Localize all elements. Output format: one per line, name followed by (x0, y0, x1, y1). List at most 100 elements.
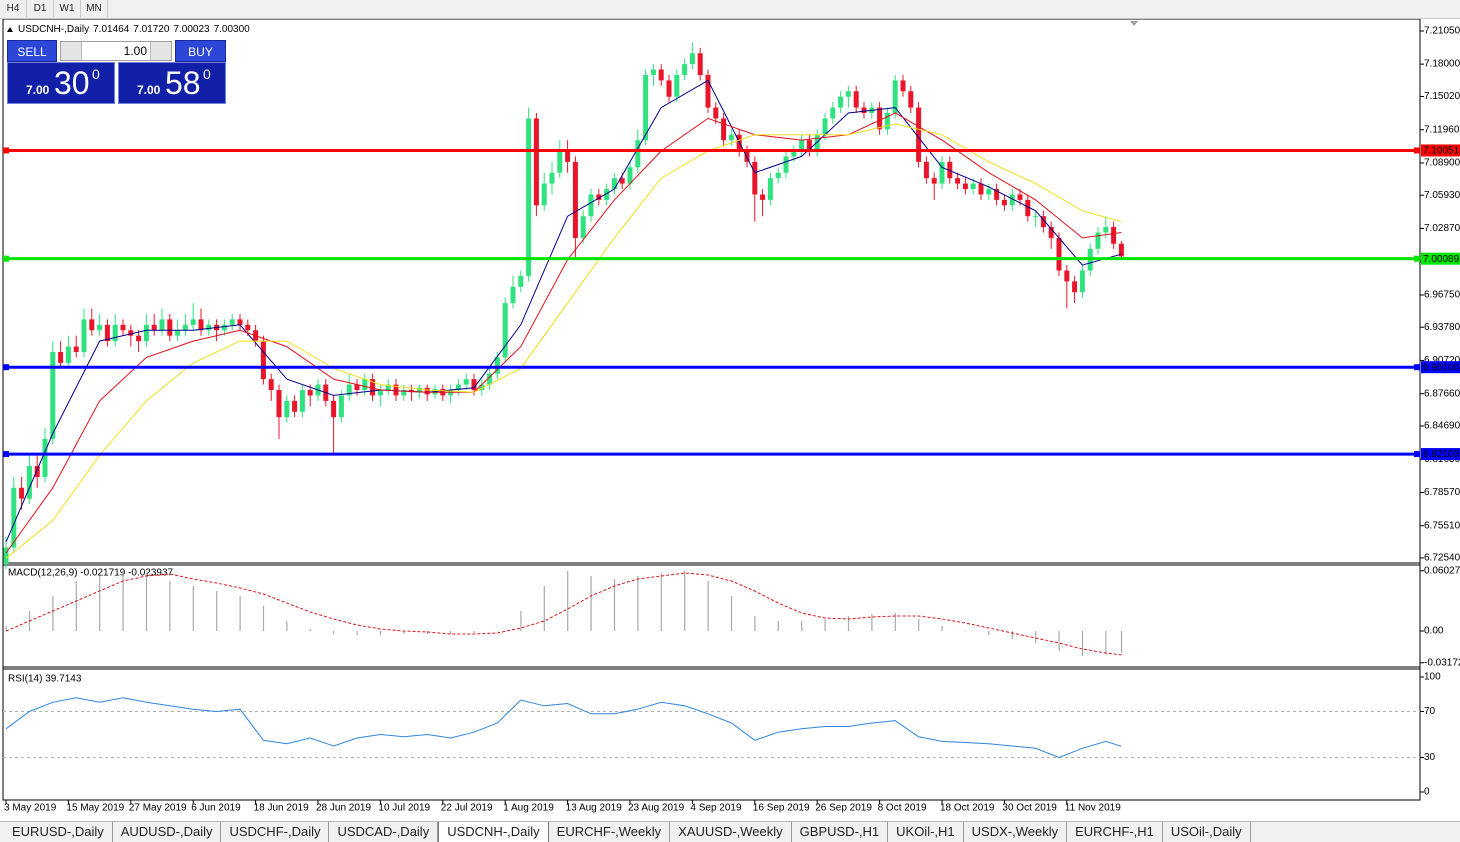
macd-bar (567, 571, 569, 631)
chart-tab[interactable]: XAUUSD-,Weekly (670, 822, 792, 842)
candle-body (596, 194, 602, 200)
moving-average (5, 79, 1122, 543)
candle-body (518, 275, 524, 287)
level-label: 7.10051 (1423, 146, 1460, 157)
candle-body (206, 324, 212, 331)
chart-tab[interactable]: EURCHF-,H1 (1067, 822, 1163, 842)
candle-body (292, 400, 298, 412)
candle-body (143, 324, 149, 342)
candle-body (580, 216, 586, 238)
candle-body (955, 178, 961, 184)
timeframe-button[interactable]: W1 (54, 0, 81, 17)
lot-up[interactable] (150, 42, 171, 60)
chart-tab[interactable]: USDCAD-,Daily (329, 822, 439, 842)
bid-price[interactable]: 7.00 30 0 (7, 62, 115, 104)
x-tick-label: 26 Sep 2019 (815, 803, 872, 814)
x-tick-label: 15 May 2019 (66, 803, 124, 814)
macd-bar (239, 596, 241, 631)
buy-button[interactable]: BUY (175, 40, 226, 62)
candle-body (892, 80, 898, 113)
timeframe-toolbar: H4 D1 W1 MN (0, 0, 1460, 19)
ask-sup: 0 (203, 66, 211, 82)
macd-bar (473, 631, 475, 633)
candle-body (50, 351, 56, 439)
candle-body (799, 140, 805, 152)
candle-body (1048, 227, 1054, 238)
candle-body (487, 373, 493, 385)
chart-tab[interactable]: EURUSD-,Daily (4, 822, 113, 842)
candle-body (1056, 237, 1062, 271)
sell-button[interactable]: SELL (7, 40, 57, 62)
candle-body (1017, 194, 1023, 200)
macd-bar (801, 621, 803, 631)
candle-body (838, 96, 844, 108)
bid-small: 7.00 (26, 83, 50, 97)
candle-body (19, 487, 25, 499)
x-tick-label: 18 Oct 2019 (940, 803, 995, 814)
lot-input[interactable]: 1.00 (60, 41, 172, 61)
level-handle (1414, 147, 1420, 154)
bid-big: 30 (54, 65, 90, 101)
chart-tab[interactable]: GBPUSD-,H1 (792, 822, 889, 842)
chart-tab[interactable]: EURCHF-,Weekly (549, 822, 671, 842)
x-tick-label: 3 May 2019 (4, 803, 57, 814)
macd-bar (1058, 631, 1060, 651)
candle-body (1072, 281, 1078, 293)
y-tick-label: 30 (1424, 752, 1436, 763)
grid-layer (3, 711, 1420, 758)
bid-sup: 0 (92, 66, 100, 82)
timeframe-button[interactable]: MN (81, 0, 108, 17)
macd-bar (894, 613, 896, 631)
candle-body (994, 189, 1000, 200)
candle-body (1009, 194, 1015, 206)
lot-down[interactable] (61, 42, 82, 60)
y-tick-label: 7.18000 (1424, 59, 1460, 70)
candle-body (11, 487, 17, 548)
candle-body (931, 178, 937, 184)
timeframe-button[interactable]: D1 (27, 0, 54, 17)
candle-body (221, 324, 227, 331)
ask-price[interactable]: 7.00 58 0 (118, 62, 226, 104)
levels-layer: 7.10051 7.00089 6.90100 6.82103 (3, 144, 1460, 460)
candle-body (962, 183, 968, 190)
candle-body (721, 118, 727, 141)
candle-body (689, 53, 695, 65)
candle-body (1095, 232, 1101, 249)
candle-body (674, 74, 680, 97)
macd-bar (847, 616, 850, 631)
chart-tab[interactable]: AUDUSD-,Daily (113, 822, 222, 842)
candle-body (362, 379, 368, 391)
y-tick-label: 6.78570 (1424, 487, 1460, 498)
macd-bar (777, 621, 779, 631)
candle-body (3, 547, 9, 564)
candle-body (479, 384, 485, 391)
candle-body (877, 107, 883, 130)
y-tick-label: 7.05930 (1424, 190, 1460, 201)
y-tick-label: 6.87660 (1424, 388, 1460, 399)
chart-tab[interactable]: UKOil-,H1 (888, 822, 964, 842)
x-tick-label: 6 Jun 2019 (191, 803, 241, 814)
level-tag (1421, 361, 1460, 374)
chart-tab[interactable]: USDX-,Weekly (964, 822, 1068, 842)
chart-tab[interactable]: USDCNH-,Daily (438, 822, 549, 842)
candle-body (526, 118, 532, 276)
candle-body (237, 319, 243, 325)
candle-body (658, 69, 664, 81)
candle-body (424, 387, 430, 395)
candle-body (159, 319, 165, 331)
candle-body (58, 351, 64, 363)
candle-body (284, 400, 290, 418)
macd-bar (1120, 631, 1123, 653)
candle-body (455, 384, 461, 391)
candle-body (1033, 216, 1039, 218)
timeframe-button[interactable]: H4 (0, 0, 27, 17)
macd-bar (1035, 631, 1037, 643)
x-tick-label: 4 Sep 2019 (690, 803, 742, 814)
level-handle (1414, 255, 1420, 262)
candle-body (619, 178, 625, 184)
chart-tab[interactable]: USOil-,Daily (1163, 822, 1251, 842)
chart-tab[interactable]: USDCHF-,Daily (221, 822, 330, 842)
candle-body (822, 118, 828, 135)
candle-body (136, 335, 142, 342)
macd-bar (964, 631, 967, 632)
